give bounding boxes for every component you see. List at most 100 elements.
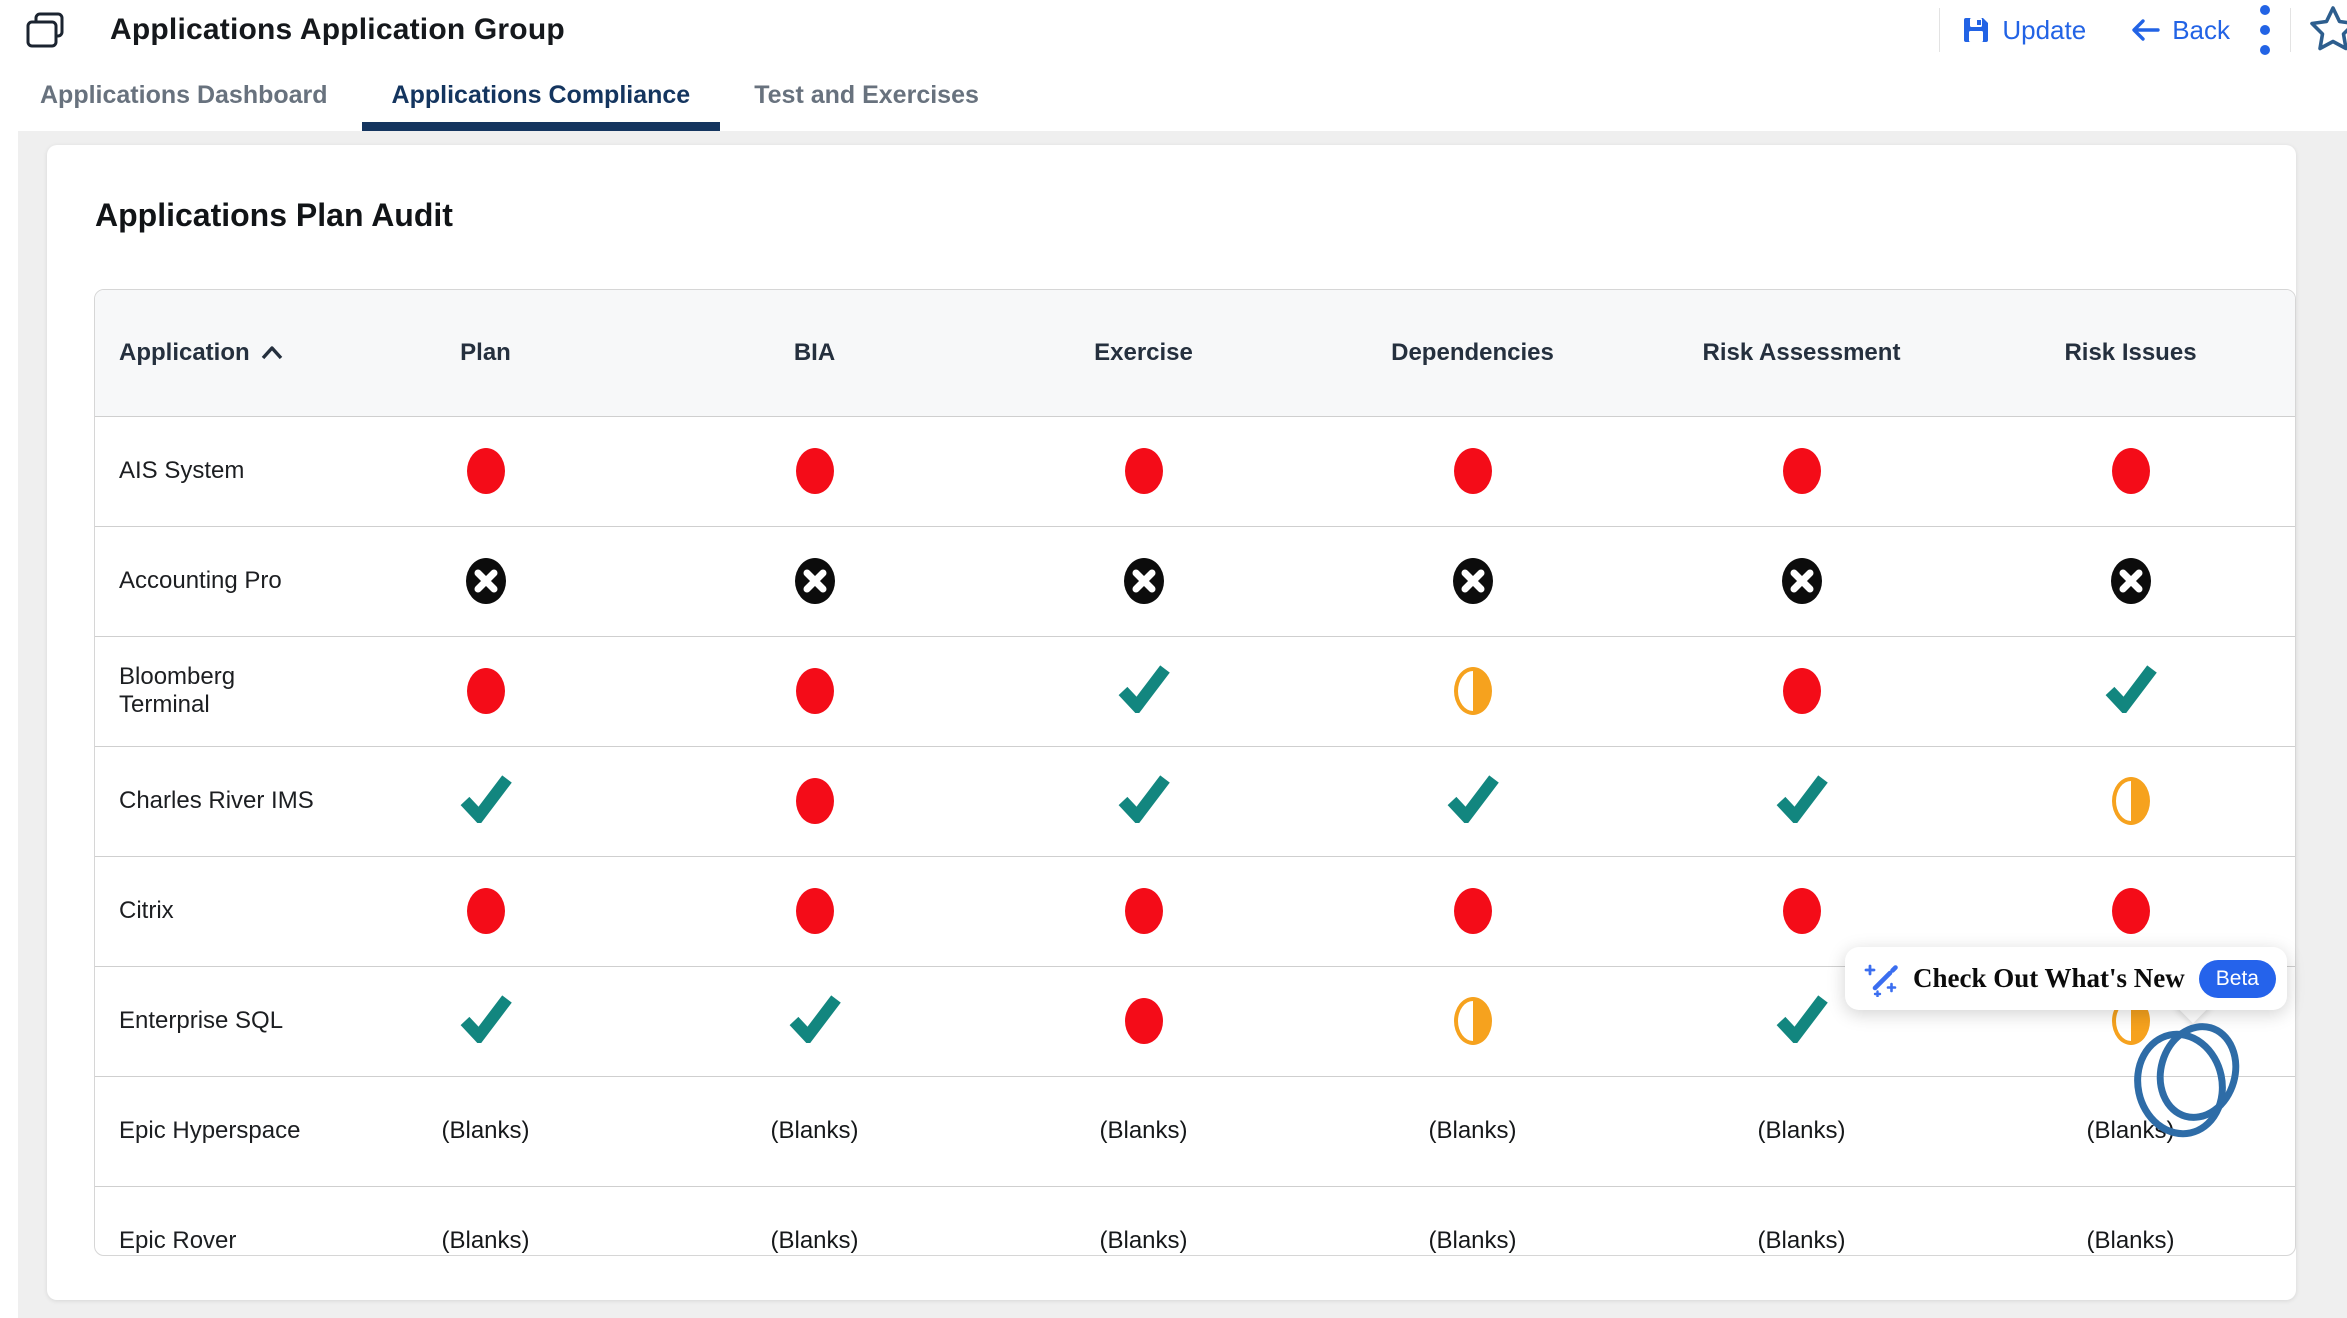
half-orange-circle-icon [1454, 667, 1492, 715]
table-row-epic-rover[interactable]: Epic Rover(Blanks)(Blanks)(Blanks)(Blank… [95, 1186, 2295, 1256]
applications-audit-table: ApplicationPlanBIA Exercise Dependencies Ri… [95, 290, 2295, 1256]
status-cell [321, 856, 650, 966]
blank-value: (Blanks) [1099, 1227, 1187, 1254]
red-circle-icon [1125, 448, 1163, 494]
column-header-bia[interactable]: BIA [650, 290, 979, 416]
blank-value: (Blanks) [1757, 1227, 1845, 1254]
save-icon [1962, 16, 1990, 44]
status-cell [1966, 746, 2295, 856]
application-name: Accounting Pro [95, 526, 321, 636]
status-cell: (Blanks) [979, 1076, 1308, 1186]
red-circle-icon [467, 448, 505, 494]
column-header-risk-assessment[interactable]: Risk Assessment [1637, 290, 1966, 416]
status-cell [321, 636, 650, 746]
black-x-circle-icon [795, 558, 835, 604]
status-cell [321, 746, 650, 856]
application-name: AIS System [95, 416, 321, 526]
back-arrow-icon [2130, 17, 2160, 43]
sort-ascending-chevron-icon [260, 345, 284, 361]
application-name: Enterprise SQL [95, 966, 321, 1076]
status-cell [1308, 746, 1637, 856]
status-cell [979, 636, 1308, 746]
red-circle-icon [796, 888, 834, 934]
red-circle-icon [796, 448, 834, 494]
red-circle-icon [1125, 998, 1163, 1044]
table-row-epic-hyperspace[interactable]: Epic Hyperspace (Blanks) (Blanks) (Blanks) (… [95, 1076, 2295, 1186]
drawn-circle-annotation [2128, 1016, 2250, 1151]
blank-value: (Blanks) [441, 1117, 529, 1144]
column-header-dependencies[interactable]: Dependencies [1308, 290, 1637, 416]
kebab-menu-icon [2260, 45, 2270, 55]
magic-wand-icon [1863, 961, 1899, 997]
application-name: Citrix [95, 856, 321, 966]
teal-check-icon [1447, 773, 1499, 830]
application-name: Epic Hyperspace [95, 1076, 321, 1186]
column-header-risk-issues[interactable]: Risk Issues [1966, 290, 2295, 416]
kebab-menu-icon [2260, 25, 2270, 35]
status-cell [650, 746, 979, 856]
blank-value: (Blanks) [2086, 1227, 2174, 1254]
application-name: Bloomberg Terminal [95, 636, 321, 746]
status-cell: (Blanks) [1637, 1076, 1966, 1186]
red-circle-icon [796, 668, 834, 714]
status-cell [1637, 636, 1966, 746]
status-cell [1966, 636, 2295, 746]
back-button[interactable]: Back [2108, 15, 2252, 46]
teal-check-icon [1776, 993, 1828, 1050]
red-circle-icon [1783, 668, 1821, 714]
table-row-accounting-pro[interactable]: Accounting Pro [95, 526, 2295, 636]
tab-applications-compliance[interactable]: Applications Compliance [362, 60, 721, 131]
favorite-star-icon[interactable] [2307, 4, 2347, 57]
status-cell: (Blanks) [979, 1186, 1308, 1256]
table-header-row: ApplicationPlanBIA Exercise Dependencies Ri… [95, 290, 2295, 416]
status-cell [1637, 416, 1966, 526]
table-row-ais-system[interactable]: AIS System [95, 416, 2295, 526]
red-circle-icon [2112, 888, 2150, 934]
red-circle-icon [1454, 888, 1492, 934]
teal-check-icon [1118, 663, 1170, 720]
column-label: Exercise [1094, 339, 1193, 367]
red-circle-icon [1783, 888, 1821, 934]
status-cell [1308, 966, 1637, 1076]
status-cell: (Blanks) [321, 1186, 650, 1256]
status-cell [650, 966, 979, 1076]
whats-new-popup[interactable]: Check Out What's New Beta [1845, 947, 2287, 1010]
back-label: Back [2172, 15, 2230, 46]
status-cell [321, 526, 650, 636]
status-cell: (Blanks) [321, 1076, 650, 1186]
black-x-circle-icon [1453, 558, 1493, 604]
table-row-bloomberg-terminal[interactable]: Bloomberg Terminal [95, 636, 2295, 746]
more-options-button[interactable] [2252, 5, 2290, 55]
status-cell [979, 966, 1308, 1076]
teal-check-icon [1776, 773, 1828, 830]
page-title: Applications Application Group [110, 0, 565, 60]
blank-value: (Blanks) [1099, 1117, 1187, 1144]
column-header-plan[interactable]: Plan [321, 290, 650, 416]
status-cell [1308, 856, 1637, 966]
column-label: Dependencies [1391, 339, 1554, 367]
status-cell: (Blanks) [650, 1186, 979, 1256]
beta-badge: Beta [2199, 960, 2276, 998]
content-card: Applications Plan Audit ApplicationPlanB… [47, 145, 2296, 1300]
table-row-charles-river-ims[interactable]: Charles River IMS [95, 746, 2295, 856]
half-orange-circle-icon [1454, 997, 1492, 1045]
red-circle-icon [1125, 888, 1163, 934]
status-cell [979, 526, 1308, 636]
column-label: Risk Issues [2064, 339, 2196, 367]
status-cell [1637, 746, 1966, 856]
blank-value: (Blanks) [770, 1227, 858, 1254]
teal-check-icon [1118, 773, 1170, 830]
update-button[interactable]: Update [1940, 15, 2108, 46]
status-cell [1966, 526, 2295, 636]
blank-value: (Blanks) [1428, 1117, 1516, 1144]
status-cell [650, 526, 979, 636]
tab-test-and-exercises[interactable]: Test and Exercises [724, 60, 1009, 131]
red-circle-icon [467, 888, 505, 934]
column-header-application[interactable]: Application [95, 290, 321, 416]
status-cell [979, 416, 1308, 526]
tab-applications-dashboard[interactable]: Applications Dashboard [10, 60, 358, 131]
status-cell: (Blanks) [1308, 1076, 1637, 1186]
status-cell: (Blanks) [650, 1076, 979, 1186]
column-header-exercise[interactable]: Exercise [979, 290, 1308, 416]
blank-value: (Blanks) [1757, 1117, 1845, 1144]
